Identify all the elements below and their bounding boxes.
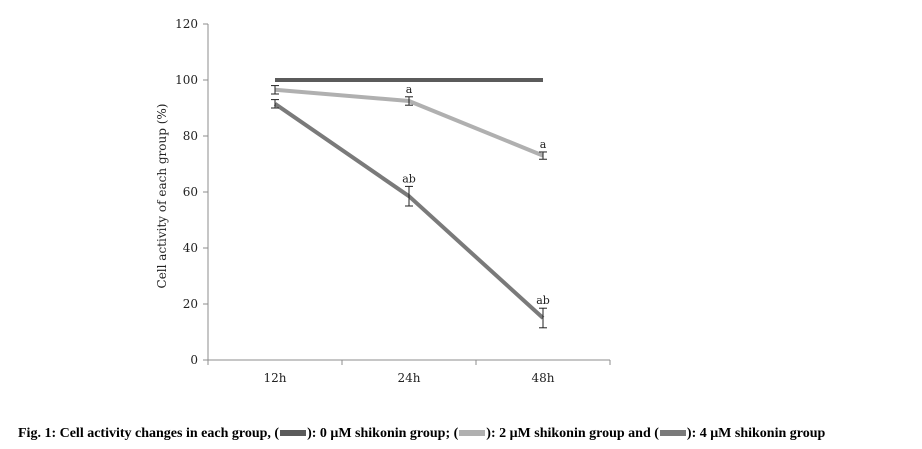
legend-swatch-4uM — [659, 429, 686, 436]
significance-label: a — [406, 83, 413, 96]
y-tick-label: 40 — [183, 241, 198, 255]
chart-area: 0 20 40 60 80 100 120 12h 24h 48h Cell activity of… — [155, 17, 611, 385]
caption-part3: ): 4 μM shikonin group — [686, 426, 826, 441]
caption-part1: ): 0 μM shikonin group; ( — [307, 426, 459, 441]
line-chart: 0 20 40 60 80 100 120 12h 24h 48h Cell activity of… — [155, 17, 611, 385]
legend-swatch-0uM — [280, 429, 307, 436]
x-tick-label: 24h — [398, 371, 421, 385]
significance-label: a — [540, 138, 547, 151]
caption-part2: ): 2 μM shikonin group and ( — [486, 426, 659, 441]
x-tick-label: 48h — [532, 371, 555, 385]
figure-caption: Fig. 1: Cell activity changes in each gr… — [18, 426, 825, 442]
x-tick-label: 12h — [264, 371, 287, 385]
legend-swatch-2uM — [459, 429, 486, 436]
significance-label: ab — [536, 294, 550, 307]
y-tick-label: 100 — [175, 73, 198, 87]
significance-label: ab — [402, 172, 416, 185]
y-tick-label: 20 — [183, 297, 198, 311]
y-tick-label: 60 — [183, 185, 198, 199]
y-tick-label: 0 — [190, 353, 198, 367]
caption-prefix: Fig. 1: Cell activity changes in each gr… — [18, 426, 280, 441]
y-tick-label: 120 — [175, 17, 198, 31]
y-tick-label: 80 — [183, 129, 198, 143]
y-axis-title: Cell activity of each group (%) — [155, 104, 169, 289]
series-line-2 — [273, 102, 545, 320]
